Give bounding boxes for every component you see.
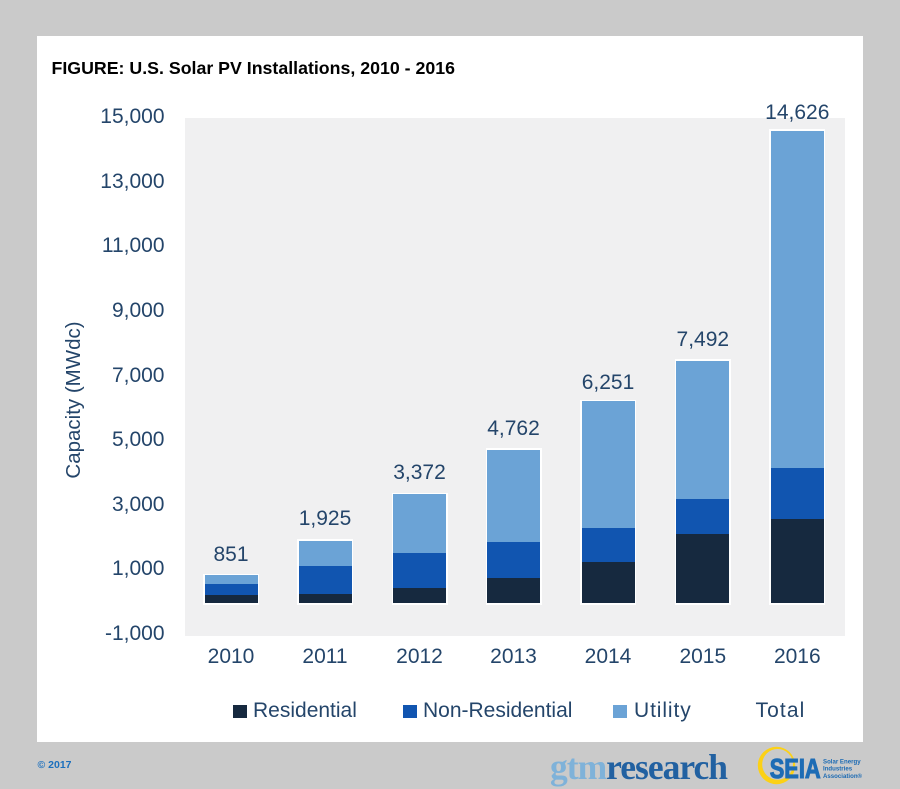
- svg-text:SEIA: SEIA: [770, 753, 821, 784]
- svg-text:Solar Energy: Solar Energy: [823, 759, 861, 766]
- svg-text:Industries: Industries: [823, 766, 853, 773]
- svg-text:Association®: Association®: [823, 773, 863, 780]
